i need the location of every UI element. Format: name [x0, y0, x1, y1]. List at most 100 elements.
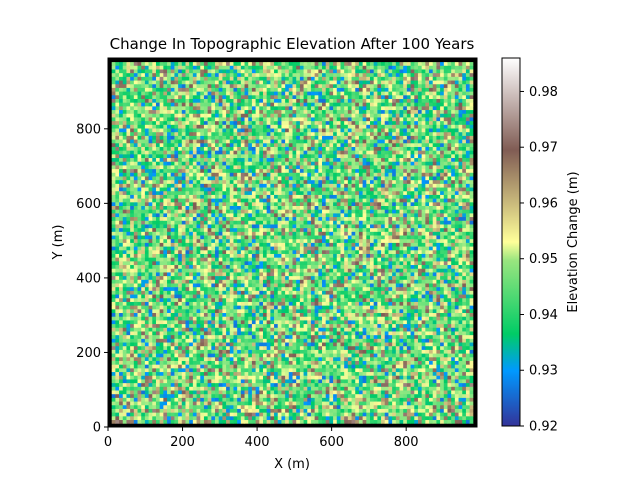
heatmap-cell: [462, 379, 467, 384]
heatmap-cell: [115, 415, 120, 421]
heatmap-cell: [403, 323, 408, 328]
heatmap-cell: [266, 260, 271, 266]
heatmap-cell: [406, 279, 411, 284]
heatmap-cell: [274, 408, 279, 413]
heatmap-cell: [344, 323, 349, 328]
heatmap-cell: [222, 412, 227, 417]
heatmap-cell: [281, 246, 286, 251]
heatmap-cell: [130, 349, 135, 354]
heatmap-cell: [340, 342, 345, 347]
heatmap-cell: [244, 342, 249, 347]
heatmap-cell: [277, 345, 282, 350]
heatmap-cell: [237, 379, 242, 384]
heatmap-cell: [233, 297, 238, 302]
heatmap-cell: [344, 308, 349, 314]
heatmap-cell: [144, 342, 149, 347]
heatmap-cell: [163, 327, 168, 332]
heatmap-cell: [211, 353, 216, 358]
heatmap-cell: [454, 257, 459, 262]
heatmap-cell: [240, 294, 245, 299]
heatmap-cell: [240, 382, 245, 387]
heatmap-cell: [200, 272, 205, 277]
heatmap-cell: [226, 349, 231, 354]
heatmap-cell: [274, 257, 279, 262]
heatmap-cell: [203, 334, 209, 339]
heatmap-cell: [417, 305, 423, 310]
heatmap-cell: [144, 364, 149, 369]
heatmap-cell: [358, 379, 364, 384]
heatmap-cell: [432, 312, 437, 317]
heatmap-cell: [119, 349, 124, 354]
heatmap-cell: [277, 382, 282, 387]
heatmap-cell: [414, 253, 419, 258]
heatmap-cell: [366, 401, 371, 406]
heatmap-cell: [126, 249, 131, 254]
heatmap-cell: [406, 327, 411, 332]
heatmap-cell: [255, 257, 260, 262]
heatmap-cell: [189, 268, 194, 273]
heatmap-cell: [440, 301, 445, 306]
heatmap-cell: [122, 301, 127, 306]
heatmap-cell: [167, 360, 172, 365]
heatmap-cell: [203, 356, 209, 361]
heatmap-cell: [318, 290, 323, 295]
heatmap-cell: [130, 360, 135, 365]
heatmap-cell: [148, 249, 153, 254]
heatmap-cell: [318, 253, 323, 258]
heatmap-cell: [307, 246, 312, 251]
heatmap-cell: [174, 242, 179, 247]
heatmap-cell: [440, 294, 445, 299]
heatmap-cell: [465, 290, 471, 295]
heatmap-cell: [222, 390, 227, 395]
heatmap-cell: [248, 290, 253, 295]
heatmap-cell: [469, 275, 474, 280]
heatmap-cell: [211, 305, 216, 310]
heatmap-cell: [277, 353, 282, 358]
heatmap-cell: [322, 279, 327, 284]
heatmap-cell: [406, 356, 411, 361]
heatmap-cell: [429, 367, 434, 373]
heatmap-cell: [384, 364, 389, 369]
heatmap-cell: [329, 393, 334, 398]
heatmap-cell: [211, 308, 216, 314]
heatmap-cell: [429, 316, 434, 321]
heatmap-cell: [133, 264, 138, 269]
heatmap-cell: [122, 353, 127, 358]
heatmap-cell: [122, 286, 127, 291]
heatmap-cell: [255, 246, 260, 251]
heatmap-cell: [414, 290, 419, 295]
heatmap-cell: [248, 360, 253, 365]
heatmap-cell: [200, 257, 205, 262]
heatmap-cell: [141, 257, 146, 262]
heatmap-cell: [192, 257, 197, 262]
heatmap-cell: [432, 390, 437, 395]
heatmap-cell: [469, 246, 474, 251]
heatmap-cell: [336, 308, 341, 314]
heatmap-cell: [310, 275, 316, 280]
heatmap-cell: [185, 272, 190, 277]
heatmap-cell: [222, 415, 227, 421]
heatmap-cell: [281, 260, 286, 266]
heatmap-cell: [155, 393, 161, 398]
heatmap-cell: [329, 338, 334, 343]
heatmap-cell: [392, 375, 397, 380]
heatmap-cell: [152, 283, 157, 288]
heatmap-cell: [307, 408, 312, 413]
heatmap-cell: [141, 349, 146, 354]
heatmap-cell: [403, 268, 408, 273]
heatmap-cell: [325, 242, 330, 247]
heatmap-cell: [325, 316, 330, 321]
heatmap-cell: [218, 268, 223, 273]
heatmap-cell: [366, 386, 371, 391]
heatmap-cell: [388, 297, 393, 302]
heatmap-cell: [155, 353, 161, 358]
heatmap-cell: [178, 353, 183, 358]
heatmap-cell: [462, 316, 467, 321]
heatmap-cell: [303, 308, 308, 314]
heatmap-cell: [395, 393, 400, 398]
heatmap-cell: [170, 316, 175, 321]
heatmap-cell: [403, 382, 408, 387]
heatmap-cell: [159, 375, 164, 380]
heatmap-cell: [373, 379, 378, 384]
heatmap-cell: [144, 334, 149, 339]
